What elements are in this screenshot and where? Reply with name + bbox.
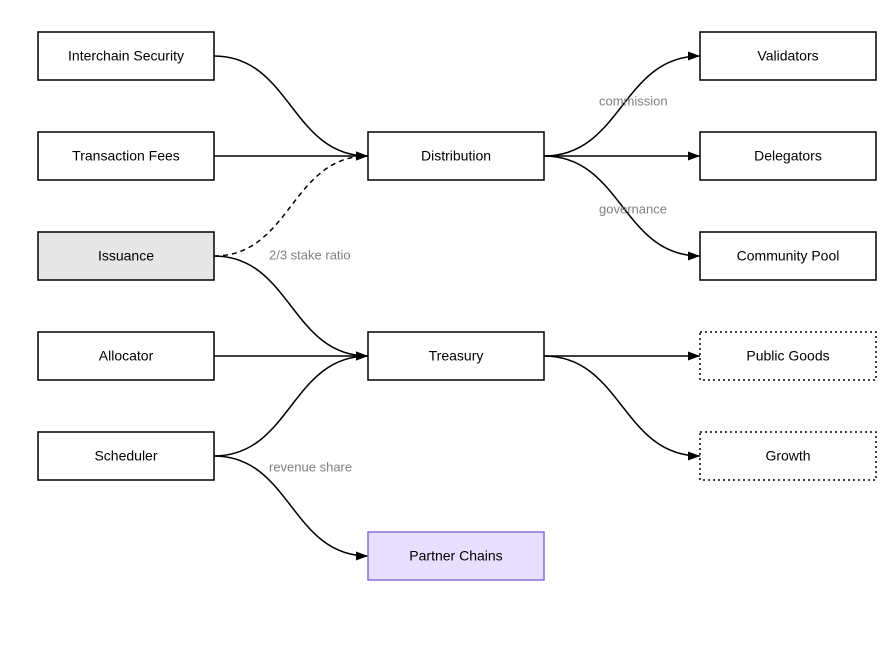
edge-issuance-treasury xyxy=(214,256,368,356)
edge-label-distribution-validators: commission xyxy=(599,93,668,108)
edge-interchain-distribution xyxy=(214,56,368,156)
node-label-partner: Partner Chains xyxy=(409,548,502,564)
node-treasury: Treasury xyxy=(368,332,544,380)
edge-issuance-distribution xyxy=(214,156,368,256)
node-label-scheduler: Scheduler xyxy=(94,448,157,464)
node-public: Public Goods xyxy=(700,332,876,380)
node-label-public: Public Goods xyxy=(746,348,829,364)
edge-treasury-growth xyxy=(544,356,700,456)
edge-label-distribution-community: governance xyxy=(599,201,667,216)
node-issuance: Issuance xyxy=(38,232,214,280)
node-label-treasury: Treasury xyxy=(429,348,484,364)
node-allocator: Allocator xyxy=(38,332,214,380)
node-txfees: Transaction Fees xyxy=(38,132,214,180)
edge-label-issuance-distribution: 2/3 stake ratio xyxy=(269,247,351,262)
node-distribution: Distribution xyxy=(368,132,544,180)
node-label-allocator: Allocator xyxy=(99,348,154,364)
flowchart-canvas: 2/3 stake ratio revenue share commission go… xyxy=(0,0,889,652)
node-community: Community Pool xyxy=(700,232,876,280)
node-label-distribution: Distribution xyxy=(421,148,491,164)
node-label-growth: Growth xyxy=(765,448,810,464)
node-validators: Validators xyxy=(700,32,876,80)
node-delegators: Delegators xyxy=(700,132,876,180)
node-growth: Growth xyxy=(700,432,876,480)
node-label-issuance: Issuance xyxy=(98,248,154,264)
node-label-validators: Validators xyxy=(757,48,818,64)
node-label-community: Community Pool xyxy=(737,248,840,264)
node-interchain: Interchain Security xyxy=(38,32,214,80)
node-partner: Partner Chains xyxy=(368,532,544,580)
node-label-delegators: Delegators xyxy=(754,148,822,164)
node-label-txfees: Transaction Fees xyxy=(72,148,180,164)
node-label-interchain: Interchain Security xyxy=(68,48,184,64)
node-scheduler: Scheduler xyxy=(38,432,214,480)
edge-scheduler-treasury xyxy=(214,356,368,456)
edge-label-scheduler-treasury: revenue share xyxy=(269,459,352,474)
